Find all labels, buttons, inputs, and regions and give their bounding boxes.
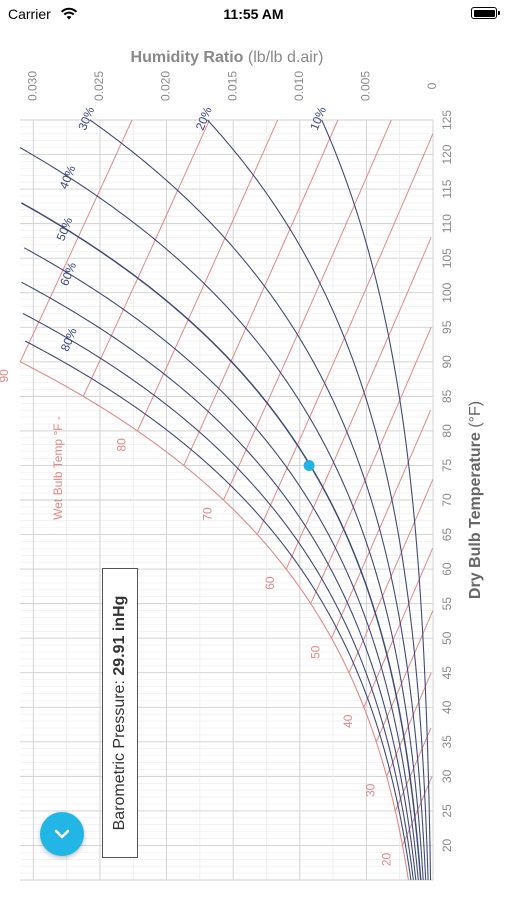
wet-bulb-line-70 (223, 119, 392, 501)
wet-bulb-lines (19, 119, 434, 846)
barometric-value: 29.91 inHg (111, 595, 128, 676)
dry-bulb-tick-25: 25 (440, 804, 454, 818)
grid (20, 119, 434, 881)
humidity-axis-title: Humidity Ratio (lb/lb d.air) (131, 49, 324, 66)
wet-bulb-line-75 (183, 119, 339, 466)
wifi-icon (60, 7, 78, 20)
rh-curve-70 (21, 281, 417, 881)
wet-bulb-line-90 (19, 119, 133, 363)
dry-bulb-tick-60: 60 (440, 562, 454, 576)
rh-curve-30 (89, 119, 427, 881)
chevron-down-icon (54, 829, 70, 839)
wet-bulb-line-85 (82, 119, 210, 397)
clock: 11:55 AM (223, 6, 284, 22)
dry-bulb-axis-unit: (°F) (467, 401, 484, 428)
dry-bulb-tick-40: 40 (440, 700, 454, 714)
wet-bulb-label-50: 50 (309, 645, 323, 659)
wet-bulb-label-40: 40 (341, 714, 355, 728)
humidity-tick-0: 0 (425, 82, 439, 89)
wet-bulb-line-30 (386, 672, 432, 777)
rh-curves: 10%20%30%40%50%60%80% (19, 104, 432, 881)
dry-bulb-tick-20: 20 (440, 838, 454, 852)
wet-bulb-line-60 (285, 237, 432, 570)
wet-bulb-label-20: 20 (379, 852, 393, 866)
rh-curve-10 (321, 119, 432, 881)
barometric-pressure-box: Barometric Pressure: 29.91 inHg (102, 568, 138, 858)
wet-bulb-line-35 (375, 610, 434, 743)
wet-bulb-title: Wet Bulb Temp °F - (51, 416, 65, 520)
rh-label-20: 20% (193, 104, 215, 132)
wet-bulb-line-80 (136, 119, 279, 432)
wet-bulb-label-80: 80 (114, 438, 128, 452)
rh-curve-80 (22, 312, 414, 881)
rh-curve-100 (19, 361, 409, 881)
dry-bulb-tick-35: 35 (440, 735, 454, 749)
wet-bulb-line-50 (331, 409, 432, 639)
dry-bulb-tick-45: 45 (440, 666, 454, 680)
carrier-label: Carrier (8, 6, 51, 22)
humidity-tick-0.005: 0.005 (359, 71, 373, 101)
barometric-label: Barometric Pressure: (111, 680, 128, 831)
dry-bulb-tick-105: 105 (440, 248, 454, 268)
dry-bulb-tick-80: 80 (440, 424, 454, 438)
state-point[interactable] (303, 459, 315, 471)
dry-bulb-tick-30: 30 (440, 769, 454, 783)
humidity-tick-0.020: 0.020 (159, 71, 173, 101)
rh-curve-20 (207, 119, 429, 881)
status-bar: Carrier 11:55 AM (0, 0, 507, 30)
humidity-axis-unit: (lb/lb d.air) (248, 49, 324, 66)
dry-bulb-tick-70: 70 (440, 493, 454, 507)
wet-bulb-label-70: 70 (200, 507, 214, 521)
rh-label-40: 40% (57, 163, 79, 191)
humidity-tick-0.030: 0.030 (25, 71, 39, 101)
humidity-tick-0.025: 0.025 (92, 71, 106, 101)
dry-bulb-tick-120: 120 (440, 144, 454, 164)
dry-bulb-tick-50: 50 (440, 631, 454, 645)
rh-curve-90 (24, 340, 412, 881)
rh-curve-50 (21, 202, 422, 881)
dry-bulb-axis-title: Dry Bulb Temperature (°F) (467, 401, 484, 599)
wet-bulb-label-30: 30 (364, 783, 378, 797)
dry-bulb-tick-100: 100 (440, 282, 454, 302)
dry-bulb-tick-115: 115 (440, 179, 454, 198)
wet-bulb-label-60: 60 (263, 576, 277, 590)
dry-bulb-tick-55: 55 (440, 597, 454, 611)
wet-bulb-label-90: 90 (0, 369, 11, 383)
dry-bulb-tick-110: 110 (440, 214, 454, 233)
rh-curve-40 (19, 147, 424, 881)
dry-bulb-tick-90: 90 (440, 355, 454, 369)
rh-curve-60 (23, 247, 419, 881)
dry-bulb-tick-125: 125 (440, 110, 454, 130)
rh-label-60: 60% (57, 260, 79, 288)
wet-bulb-line-40 (363, 548, 434, 708)
rh-label-30: 30% (75, 104, 97, 132)
rh-label-80: 80% (58, 326, 80, 354)
collapse-button[interactable] (40, 812, 84, 856)
rh-label-50: 50% (54, 215, 76, 243)
humidity-tick-0.010: 0.010 (292, 71, 306, 101)
battery-icon (471, 7, 500, 19)
wet-bulb-line-20 (402, 776, 433, 846)
dry-bulb-tick-95: 95 (440, 320, 454, 334)
wet-bulb-line-55 (310, 327, 432, 604)
wet-bulb-line-25 (394, 727, 432, 812)
dry-bulb-tick-85: 85 (440, 389, 454, 403)
dry-bulb-tick-65: 65 (440, 528, 454, 542)
dry-bulb-tick-75: 75 (440, 458, 454, 472)
humidity-tick-0.015: 0.015 (225, 71, 239, 101)
